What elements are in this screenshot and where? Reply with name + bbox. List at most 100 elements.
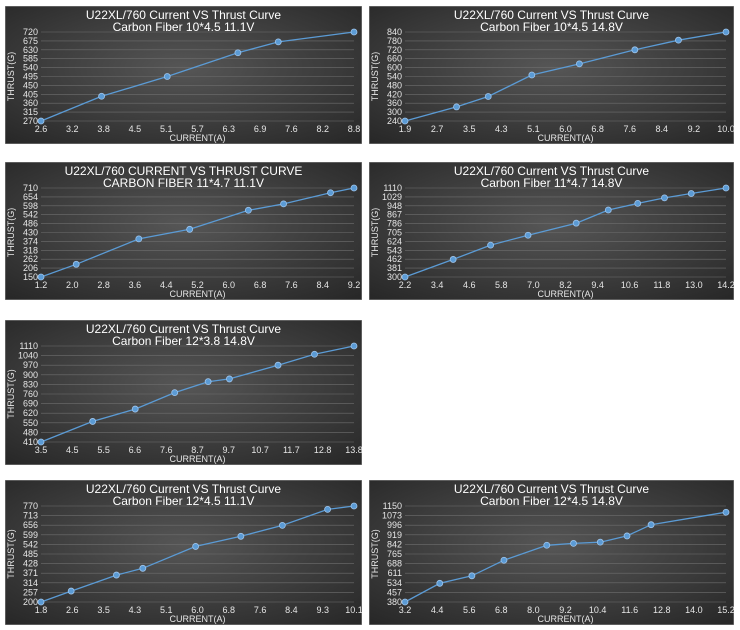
data-point <box>37 598 45 606</box>
x-tick-label: 9.3 <box>316 605 329 615</box>
data-point <box>722 508 730 516</box>
y-tick-label: 1073 <box>382 511 402 521</box>
y-tick-label: 710 <box>23 183 38 193</box>
y-tick-label: 543 <box>387 245 402 255</box>
y-tick-label: 690 <box>23 399 38 409</box>
y-tick-label: 374 <box>23 236 38 246</box>
data-point <box>350 184 358 192</box>
x-tick-label: 5.1 <box>160 605 173 615</box>
x-tick-label: 5.8 <box>495 280 508 290</box>
x-tick-label: 5.6 <box>463 605 476 615</box>
y-tick-label: 1110 <box>383 183 402 193</box>
y-axis-label: THRUST(G) <box>370 529 380 579</box>
chart-subtitle: Carbon Fiber 11*4.7 14.8V <box>481 176 623 190</box>
x-tick-label: 15.2 <box>717 605 734 615</box>
chart-svg: U22XL/760 Current VS Thrust CurveCarbon … <box>369 6 734 144</box>
x-axis-label: CURRENT(A) <box>170 454 226 464</box>
chart-subtitle: Carbon Fiber 12*4.5 14.8V <box>480 494 623 508</box>
x-tick-label: 3.6 <box>129 280 142 290</box>
data-point <box>280 200 287 208</box>
y-tick-label: 542 <box>23 210 38 220</box>
data-point <box>350 502 358 510</box>
data-point <box>596 538 604 546</box>
x-tick-label: 3.4 <box>431 280 444 290</box>
chart-subtitle: Carbon Fiber 10*4.5 14.8V <box>480 20 623 34</box>
x-tick-label: 4.6 <box>463 280 476 290</box>
chart-svg: U22XL/760 Current VS Thrust CurveCarbon … <box>369 162 734 300</box>
data-point <box>722 184 730 192</box>
y-tick-label: 760 <box>23 389 38 399</box>
data-point <box>722 28 730 36</box>
x-tick-label: 10.1 <box>345 605 362 615</box>
data-point <box>647 521 655 529</box>
x-tick-label: 8.4 <box>656 124 669 134</box>
x-tick-label: 1.9 <box>399 124 412 134</box>
y-tick-label: 585 <box>23 54 38 64</box>
data-point <box>572 219 580 227</box>
y-tick-label: 381 <box>387 263 402 273</box>
x-tick-label: 9.4 <box>591 280 604 290</box>
x-tick-label: 1.8 <box>35 605 48 615</box>
data-point <box>72 260 80 268</box>
data-point <box>528 71 536 79</box>
y-tick-label: 462 <box>387 254 402 264</box>
x-tick-label: 8.2 <box>559 280 572 290</box>
chart-title: U22XL/760 Current VS Thrust Curve <box>86 482 282 496</box>
x-tick-label: 5.1 <box>527 124 540 134</box>
y-tick-label: 430 <box>23 228 38 238</box>
data-point <box>687 190 695 197</box>
x-tick-label: 6.3 <box>223 124 236 134</box>
x-tick-label: 7.6 <box>160 445 173 455</box>
y-tick-label: 480 <box>387 80 402 90</box>
chart-svg: U22XL/760 CURRENT VS THRUST CURVECARBON … <box>5 162 362 300</box>
y-tick-label: 600 <box>387 63 402 73</box>
chart-panel: U22XL/760 Current VS Thrust Curve Carbon … <box>369 162 734 300</box>
x-tick-label: 3.5 <box>97 605 110 615</box>
y-tick-label: 150 <box>23 272 38 282</box>
x-tick-label: 5.7 <box>191 124 204 134</box>
x-axis-label: CURRENT(A) <box>538 614 594 624</box>
y-tick-label: 457 <box>387 587 402 597</box>
y-tick-label: 410 <box>23 437 38 447</box>
x-tick-label: 2.7 <box>431 124 444 134</box>
data-point <box>543 541 551 549</box>
x-axis-label: CURRENT(A) <box>538 289 594 299</box>
data-point <box>237 532 245 540</box>
y-tick-label: 1110 <box>19 341 38 351</box>
y-tick-label: 405 <box>23 89 38 99</box>
x-tick-label: 8.4 <box>316 280 329 290</box>
chart-title: U22XL/760 CURRENT VS THRUST CURVE <box>65 164 303 178</box>
y-axis-label: THRUST(G) <box>370 208 380 258</box>
x-tick-label: 8.0 <box>527 605 540 615</box>
series-line <box>40 187 355 278</box>
x-tick-label: 7.0 <box>527 280 540 290</box>
data-point <box>274 38 282 46</box>
data-point <box>575 60 583 68</box>
data-point <box>604 206 612 214</box>
data-point <box>449 256 457 263</box>
x-tick-label: 6.8 <box>495 605 508 615</box>
x-tick-label: 4.5 <box>129 124 142 134</box>
x-tick-label: 6.0 <box>223 280 236 290</box>
y-tick-label: 599 <box>23 530 38 540</box>
chart-title: U22XL/760 Current VS Thrust Curve <box>454 164 650 178</box>
x-tick-label: 9.2 <box>348 280 361 290</box>
x-tick-label: 7.6 <box>254 605 267 615</box>
y-tick-label: 705 <box>387 228 402 238</box>
data-point <box>623 532 631 540</box>
y-axis-label: THRUST(G) <box>370 52 380 102</box>
data-point <box>327 189 334 197</box>
x-tick-label: 10.0 <box>717 124 734 134</box>
y-tick-label: 840 <box>387 27 402 37</box>
y-tick-label: 996 <box>387 520 402 530</box>
chart-background <box>369 480 734 625</box>
y-tick-label: 360 <box>387 98 402 108</box>
x-tick-label: 2.6 <box>35 124 48 134</box>
x-tick-label: 2.2 <box>399 280 412 290</box>
y-tick-label: 842 <box>387 539 402 549</box>
x-tick-label: 3.2 <box>66 124 79 134</box>
x-tick-label: 7.6 <box>285 124 298 134</box>
data-point <box>37 117 45 125</box>
y-tick-label: 867 <box>387 210 402 220</box>
chart-title: U22XL/760 Current VS Thrust Curve <box>86 322 282 336</box>
